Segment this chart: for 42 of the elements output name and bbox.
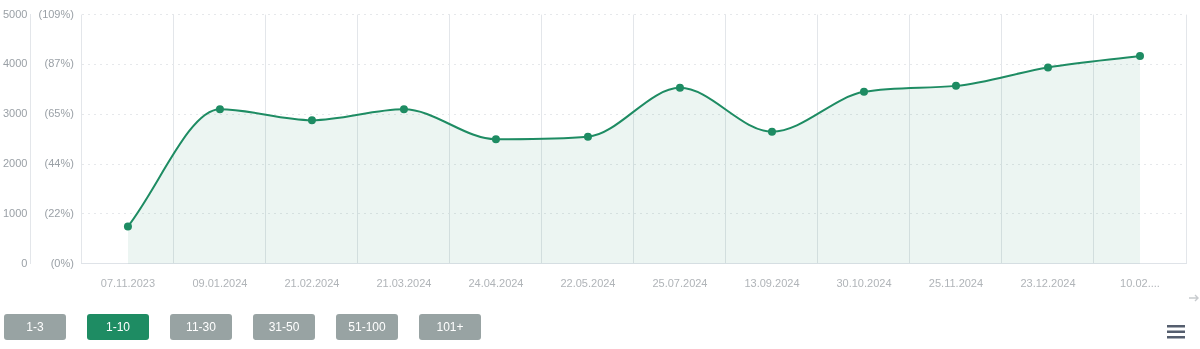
x-tick-label: 25.11.2024 [928, 277, 984, 290]
x-tick-label: 21.02.2024 [284, 277, 340, 290]
text: 1-10 [87, 314, 149, 340]
point [583, 132, 592, 141]
x-tick-label: 24.04.2024 [468, 277, 524, 290]
x-tick-label: 13.09.2024 [744, 277, 800, 290]
y2-tick-label: (109%) [38, 7, 74, 20]
text: 31-50 [253, 314, 315, 340]
y-tick-label: 4000 [2, 57, 28, 70]
y-tick-label: 1000 [2, 206, 28, 219]
point [675, 83, 684, 92]
text: 1-3 [4, 314, 66, 340]
point [859, 87, 868, 96]
point [399, 105, 408, 114]
y2-tick-label: (22%) [44, 206, 74, 219]
y2-tick-label: (87%) [44, 57, 74, 70]
text: 101+ [419, 314, 481, 340]
point [767, 127, 776, 136]
point [951, 81, 960, 90]
x-tick-label: 30.10.2024 [836, 277, 892, 290]
y-tick-label: 3000 [2, 107, 28, 120]
x-tick-label: 10.02.... [1120, 277, 1160, 290]
x-tick-label: 22.05.2024 [560, 277, 616, 290]
text: 51-100 [336, 314, 398, 340]
y2-tick-label: (0%) [50, 256, 74, 269]
y2-tick-label: (44%) [44, 157, 74, 170]
text: 11-30 [170, 314, 232, 340]
point [1136, 51, 1144, 60]
point [491, 135, 500, 144]
point [123, 222, 132, 231]
point [307, 116, 316, 125]
x-tick-label: 07.11.2023 [100, 277, 156, 290]
y-tick-label: 2000 [2, 157, 28, 170]
y-tick-label: 5000 [2, 7, 28, 20]
x-tick-label: 09.01.2024 [192, 277, 248, 290]
point [215, 105, 224, 114]
point [1043, 63, 1052, 72]
x-tick-label: 21.03.2024 [376, 277, 432, 290]
x-tick-label: 25.07.2024 [652, 277, 708, 290]
y2-tick-label: (65%) [44, 107, 74, 120]
x-tick-label: 23.12.2024 [1020, 277, 1076, 290]
y-tick-label: 0 [21, 256, 28, 269]
